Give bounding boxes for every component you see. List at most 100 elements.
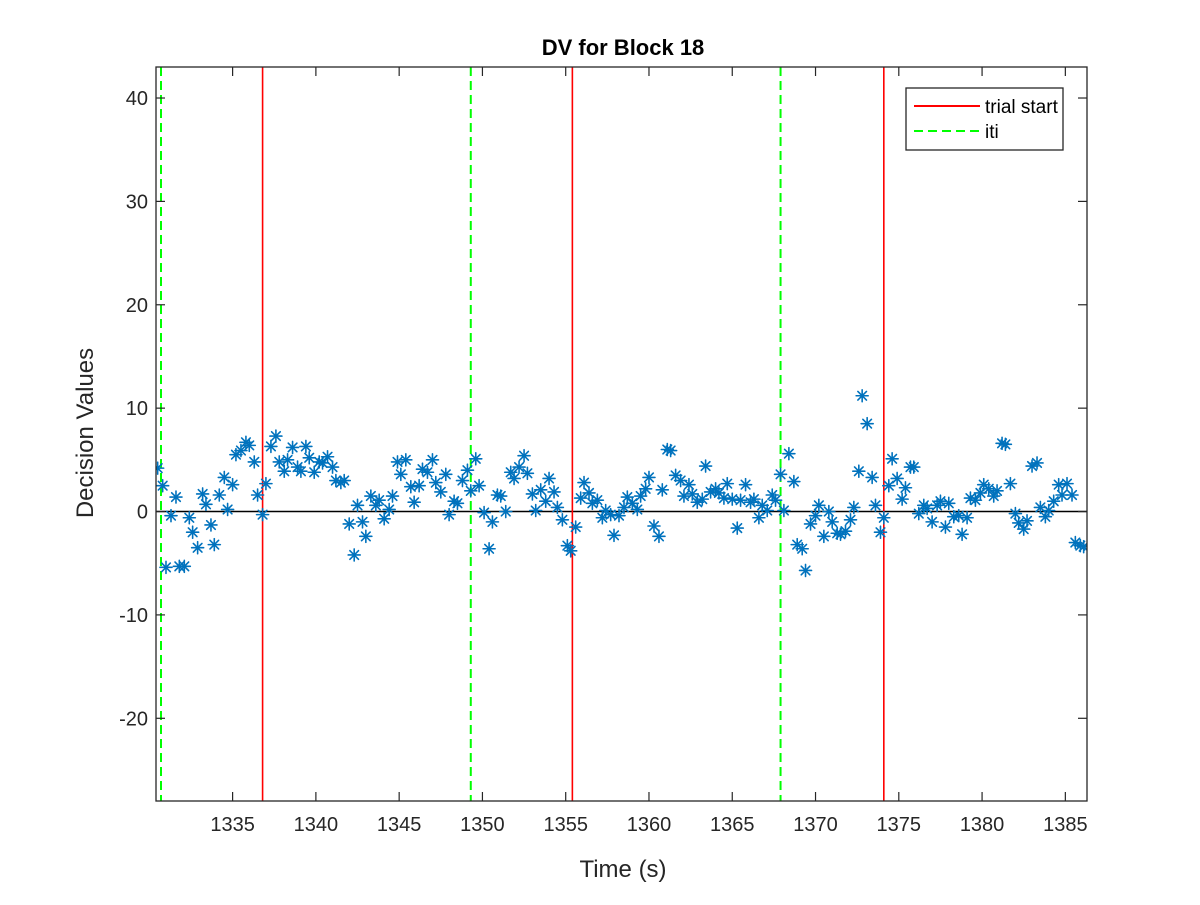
asterisk-stroke (409, 497, 420, 508)
data-point (299, 439, 313, 454)
asterisk-stroke (562, 540, 573, 551)
data-point (359, 529, 373, 544)
data-point (663, 443, 678, 458)
asterisk-stroke (1031, 457, 1043, 469)
data-point (164, 508, 178, 523)
data-point (782, 446, 796, 461)
asterisk-stroke (170, 491, 182, 503)
data-point (433, 485, 448, 499)
asterisk-stroke (474, 480, 485, 491)
data-point (822, 504, 836, 519)
asterisk-stroke (457, 475, 468, 486)
asterisk-stroke (970, 495, 981, 506)
axes-background (156, 67, 1087, 801)
asterisk-stroke (788, 476, 799, 487)
data-point (528, 503, 543, 518)
data-point (843, 513, 858, 527)
data-point (503, 465, 518, 480)
asterisk-stroke (395, 469, 406, 480)
asterisk-stroke (732, 522, 743, 534)
data-point (250, 488, 265, 502)
data-point (190, 540, 205, 555)
data-point (925, 515, 939, 529)
asterisk-stroke (900, 482, 911, 493)
data-point (225, 477, 240, 492)
asterisk-stroke (757, 500, 768, 511)
asterisk-stroke (627, 498, 638, 509)
asterisk-stroke (818, 531, 829, 542)
data-point (652, 529, 666, 544)
asterisk-stroke (887, 453, 898, 464)
data-point (420, 465, 435, 480)
asterisk-stroke (813, 500, 824, 511)
asterisk-stroke (875, 527, 886, 538)
asterisk-stroke (265, 441, 277, 452)
data-point (798, 563, 813, 578)
x-tick-label: 1355 (543, 814, 588, 836)
data-point (207, 537, 222, 552)
asterisk-stroke (927, 516, 938, 527)
asterisk-stroke (282, 454, 293, 465)
asterisk-stroke (857, 390, 868, 401)
data-point (455, 473, 470, 488)
x-tick-label: 1350 (460, 814, 505, 836)
asterisk-stroke (608, 530, 620, 541)
asterisk-stroke (184, 512, 195, 523)
asterisk-stroke (1056, 489, 1068, 501)
data-point (542, 471, 556, 486)
asterisk-stroke (365, 490, 376, 502)
data-point (682, 477, 696, 492)
asterisk-stroke (805, 518, 816, 530)
data-point (377, 511, 391, 526)
asterisk-stroke (179, 561, 190, 572)
data-point (185, 525, 200, 540)
asterisk-stroke (495, 490, 506, 502)
asterisk-stroke (465, 485, 476, 496)
asterisk-stroke (483, 543, 495, 554)
data-point (156, 478, 170, 493)
asterisk-stroke (414, 480, 425, 491)
asterisk-stroke (578, 477, 590, 488)
asterisk-stroke (244, 440, 255, 451)
data-point (747, 492, 761, 506)
asterisk-stroke (470, 453, 481, 464)
legend-label: iti (985, 122, 999, 143)
asterisk-stroke (214, 489, 225, 501)
asterisk-stroke (417, 464, 428, 475)
asterisk-stroke (487, 516, 498, 527)
asterisk-stroke (565, 545, 576, 556)
data-point (638, 481, 653, 496)
asterisk-stroke (295, 466, 306, 477)
asterisk-stroke (300, 441, 311, 452)
asterisk-stroke (327, 461, 338, 473)
asterisk-stroke (922, 503, 933, 514)
asterisk-stroke (827, 516, 838, 527)
asterisk-stroke (897, 494, 908, 505)
asterisk-stroke (943, 498, 954, 509)
data-point (302, 450, 317, 465)
data-point (182, 510, 197, 525)
asterisk-stroke (257, 509, 268, 520)
asterisk-stroke (219, 472, 230, 483)
asterisk-stroke (360, 531, 371, 542)
data-point (1003, 476, 1018, 491)
data-point (1055, 488, 1069, 502)
data-point (768, 493, 783, 507)
plot-contents (156, 67, 1087, 801)
data-point (169, 490, 183, 504)
data-point (212, 488, 227, 502)
data-point (920, 501, 934, 516)
asterisk-stroke (1035, 502, 1046, 513)
data-point (563, 544, 578, 558)
asterisk-stroke (205, 519, 217, 531)
asterisk-stroke (965, 492, 976, 504)
asterisk-stroke (249, 456, 260, 468)
data-point (334, 475, 348, 490)
data-point (760, 503, 775, 518)
asterisk-stroke (722, 478, 733, 489)
data-point (217, 470, 232, 485)
data-point (568, 520, 583, 534)
data-point (555, 513, 570, 527)
asterisk-stroke (270, 430, 282, 442)
asterisk-stroke (557, 514, 568, 525)
